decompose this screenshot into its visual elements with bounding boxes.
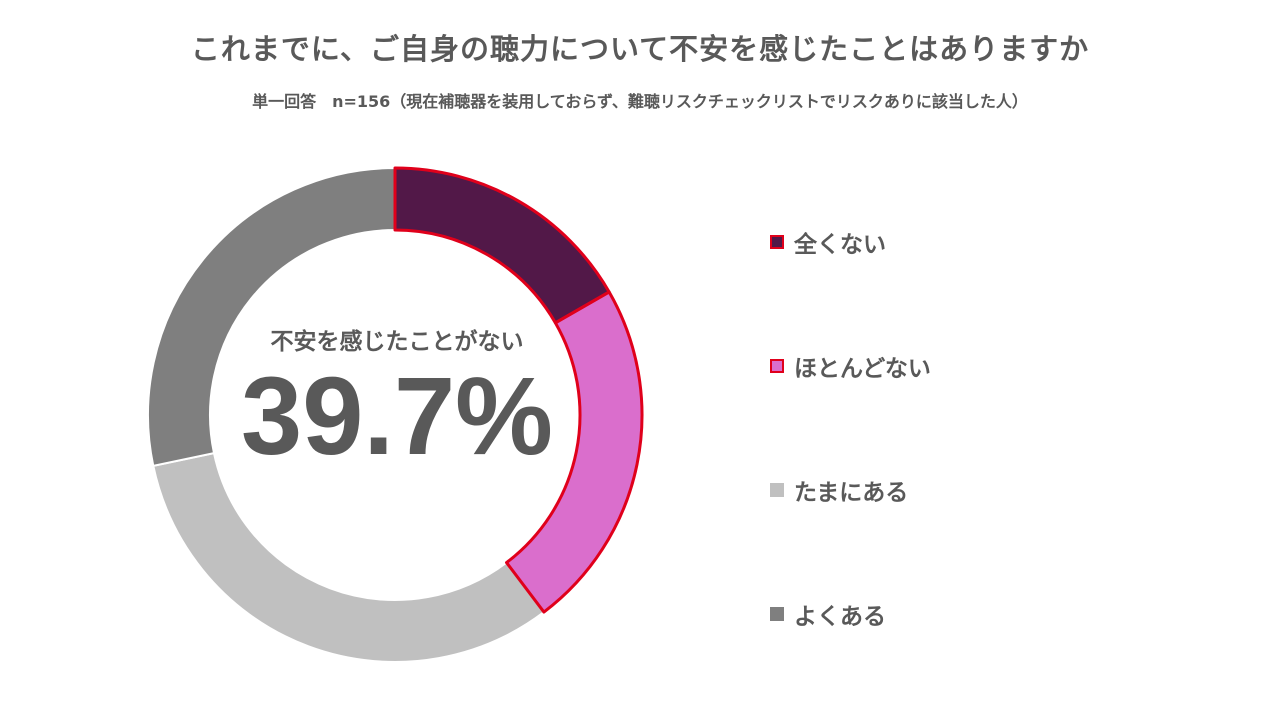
legend: 全くない ほとんどない たまにある よくある <box>770 222 1170 634</box>
donut-slice-2 <box>152 451 546 663</box>
legend-label-3: よくある <box>794 604 886 630</box>
legend-label-2: たまにある <box>794 480 909 506</box>
legend-swatch-1 <box>770 359 784 373</box>
legend-swatch-0 <box>770 235 784 249</box>
center-label: 不安を感じたことがない <box>270 329 524 355</box>
legend-item-1: ほとんどない <box>770 346 1170 386</box>
legend-swatch-2 <box>770 483 784 497</box>
legend-label-1: ほとんどない <box>794 356 931 382</box>
legend-item-3: よくある <box>770 594 1170 634</box>
legend-item-2: たまにある <box>770 470 1170 510</box>
chart-title: これまでに、ご自身の聴力について不安を感じたことはありますか <box>190 32 1090 66</box>
legend-swatch-3 <box>770 607 784 621</box>
chart-subtitle: 単一回答 n=156（現在補聴器を装用しておらず、難聴リスクチェックリストでリス… <box>252 92 1028 111</box>
center-value: 39.7% <box>241 355 553 478</box>
legend-item-0: 全くない <box>770 222 1170 262</box>
donut-slice-highlight-1 <box>505 290 644 614</box>
legend-label-0: 全くない <box>794 232 886 258</box>
donut-chart <box>147 166 644 663</box>
